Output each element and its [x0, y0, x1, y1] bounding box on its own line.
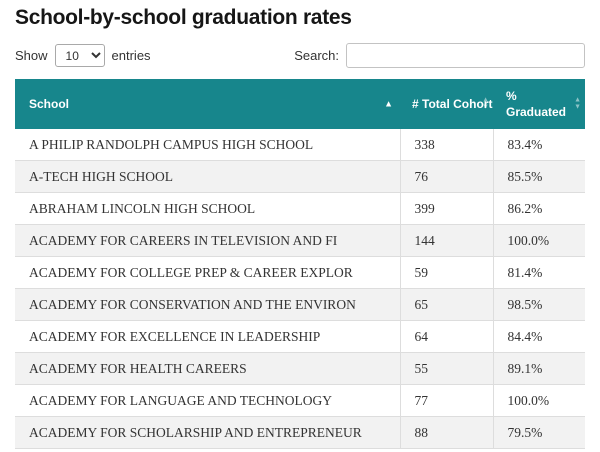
total-cohort-cell: 64: [399, 320, 493, 353]
column-header-pct-graduated-label: % Graduated: [506, 89, 567, 119]
school-cell: ACADEMY FOR COLLEGE PREP & CAREER EXPLOR: [15, 256, 400, 289]
total-cohort-cell: 76: [399, 160, 493, 193]
sort-down-icon: ▼: [574, 103, 581, 110]
column-header-school-label: School: [29, 97, 70, 111]
total-cohort-cell: 77: [399, 384, 493, 417]
column-header-total-cohort[interactable]: # Total Cohort ▲ ▼: [400, 79, 493, 129]
show-entries-control: Show 10 entries: [15, 44, 151, 67]
pct-graduated-cell: 83.4%: [492, 129, 585, 161]
school-cell: ACADEMY FOR LANGUAGE AND TECHNOLOGY: [15, 384, 400, 417]
column-header-school[interactable]: School ▲: [15, 79, 400, 129]
table-row: ACADEMY FOR CAREERS IN TELEVISION AND FI…: [15, 224, 585, 257]
total-cohort-cell: 55: [399, 352, 493, 385]
table-controls: Show 10 entries Search:: [15, 43, 585, 68]
table-header: School ▲ # Total Cohort ▲ ▼ % Graduated …: [15, 79, 585, 129]
sort-both-icon: ▲ ▼: [482, 96, 489, 111]
school-cell: A PHILIP RANDOLPH CAMPUS HIGH SCHOOL: [15, 129, 400, 161]
show-label: Show: [15, 48, 48, 63]
table-row: A-TECH HIGH SCHOOL 76 85.5%: [15, 160, 585, 193]
total-cohort-cell: 65: [399, 288, 493, 321]
pct-graduated-cell: 85.5%: [492, 160, 585, 193]
pct-graduated-cell: 100.0%: [492, 384, 585, 417]
table-row: ACADEMY FOR COLLEGE PREP & CAREER EXPLOR…: [15, 256, 585, 289]
total-cohort-cell: 59: [399, 256, 493, 289]
total-cohort-cell: 338: [399, 129, 493, 161]
table-row: ACADEMY FOR HEALTH CAREERS 55 89.1%: [15, 352, 585, 385]
table-row: ACADEMY FOR EXCELLENCE IN LEADERSHIP 64 84…: [15, 320, 585, 353]
sort-down-icon: ▼: [482, 103, 489, 110]
entries-suffix-label: entries: [111, 48, 151, 63]
pct-graduated-cell: 98.5%: [492, 288, 585, 321]
school-cell: ACADEMY FOR SCHOLARSHIP AND ENTREPRENEUR: [15, 416, 400, 449]
school-cell: ACADEMY FOR CONSERVATION AND THE ENVIRON: [15, 288, 400, 321]
table-row: ACADEMY FOR CONSERVATION AND THE ENVIRON…: [15, 288, 585, 321]
school-cell: ACADEMY FOR CAREERS IN TELEVISION AND FI: [15, 224, 400, 257]
sort-ascending-icon: ▲: [384, 98, 393, 109]
school-cell: ABRAHAM LINCOLN HIGH SCHOOL: [15, 192, 400, 225]
sort-up-icon: ▲: [574, 96, 581, 104]
column-header-total-cohort-label: # Total Cohort: [412, 97, 493, 111]
sort-up-icon: ▲: [482, 96, 489, 104]
page-title: School-by-school graduation rates: [15, 6, 352, 29]
pct-graduated-cell: 86.2%: [492, 192, 585, 225]
search-label: Search:: [294, 48, 339, 63]
table-row: ACADEMY FOR LANGUAGE AND TECHNOLOGY 77 100…: [15, 384, 585, 417]
pct-graduated-cell: 100.0%: [492, 224, 585, 257]
pct-graduated-cell: 79.5%: [492, 416, 585, 449]
table-row: ABRAHAM LINCOLN HIGH SCHOOL 399 86.2%: [15, 192, 585, 225]
pct-graduated-cell: 84.4%: [492, 320, 585, 353]
search-control: Search:: [294, 43, 585, 68]
column-header-pct-graduated[interactable]: % Graduated ▲ ▼: [493, 79, 585, 129]
table-body: A PHILIP RANDOLPH CAMPUS HIGH SCHOOL 338 8…: [15, 129, 585, 449]
search-input[interactable]: [346, 43, 585, 68]
table-row: ACADEMY FOR SCHOLARSHIP AND ENTREPRENEUR…: [15, 416, 585, 449]
table-row: A PHILIP RANDOLPH CAMPUS HIGH SCHOOL 338 8…: [15, 129, 585, 161]
school-cell: A-TECH HIGH SCHOOL: [15, 160, 400, 193]
graduation-rates-table: School ▲ # Total Cohort ▲ ▼ % Graduated …: [15, 79, 585, 449]
entries-select[interactable]: 10: [54, 44, 105, 67]
total-cohort-cell: 399: [399, 192, 493, 225]
pct-graduated-cell: 89.1%: [492, 352, 585, 385]
pct-graduated-cell: 81.4%: [492, 256, 585, 289]
sort-both-icon: ▲ ▼: [574, 96, 581, 111]
school-cell: ACADEMY FOR EXCELLENCE IN LEADERSHIP: [15, 320, 400, 353]
school-cell: ACADEMY FOR HEALTH CAREERS: [15, 352, 400, 385]
total-cohort-cell: 88: [399, 416, 493, 449]
total-cohort-cell: 144: [399, 224, 493, 257]
